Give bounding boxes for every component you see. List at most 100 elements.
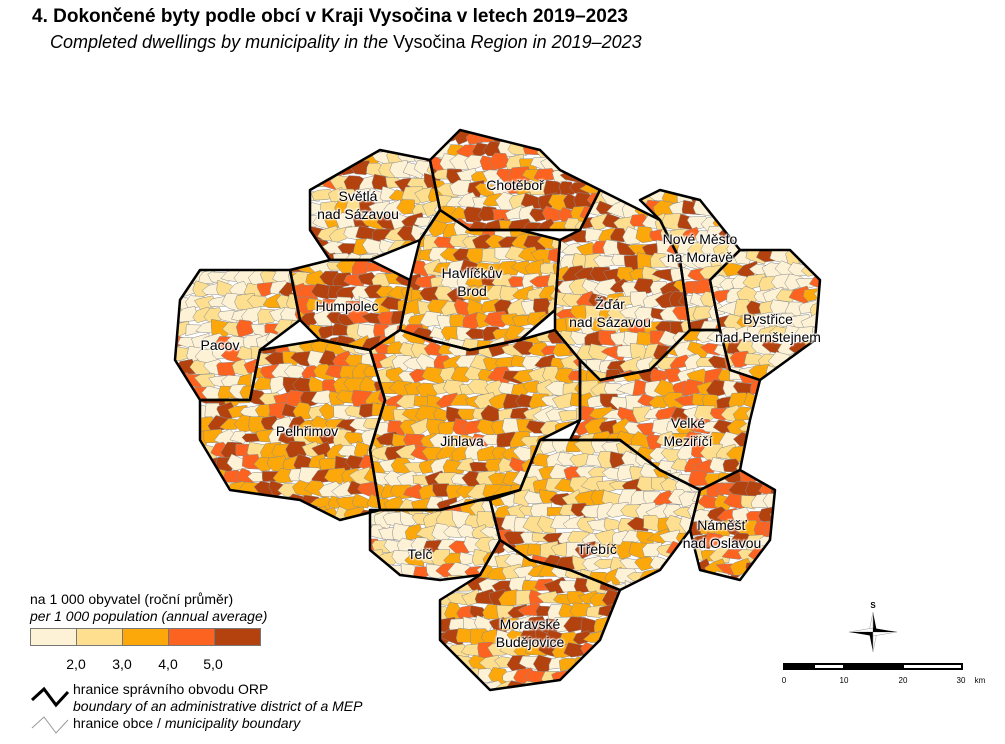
scale-tick: 10 [839,676,849,685]
municipality [655,190,677,192]
municipality [241,306,262,325]
municipality [301,139,320,148]
municipality [501,696,524,708]
municipality [450,693,469,709]
municipality [217,507,239,520]
municipality [814,250,820,252]
municipality [266,507,287,520]
municipality [672,582,695,590]
municipality [440,654,451,674]
district-label-havlickuv-brod: Havlíčkův Brod [441,265,503,299]
municipality [175,292,180,312]
municipality [646,190,672,192]
municipality [756,422,760,433]
municipality [722,200,740,220]
municipality [310,175,314,189]
municipality [651,580,672,590]
municipality [774,250,800,251]
municipality [573,681,594,690]
municipality [676,443,697,463]
municipality [742,445,760,459]
municipality [706,597,727,612]
municipality [692,459,716,474]
municipality [757,470,775,471]
municipality [826,354,842,369]
municipality [353,522,371,538]
municipality [578,694,599,710]
municipality [395,443,418,460]
subtitle-region: Vysočina [393,32,466,52]
municipality [791,366,812,380]
municipality [757,560,775,576]
municipality [757,408,760,423]
orp-boundary-legend-line [30,686,70,708]
municipality [598,656,620,673]
municipality [312,150,334,154]
municipality [514,130,536,146]
municipality [310,150,315,162]
municipality [746,455,769,470]
municipality [267,255,292,269]
municipality [738,237,758,249]
municipality [592,156,600,169]
district-label-namest: Náměšť nad Oslavou [682,517,762,551]
municipality [598,130,600,134]
district-label-nove-mesto: Nové Město na Moravě [662,231,738,265]
municipality [513,694,533,710]
legend-swatch-3 [123,629,169,645]
municipality [590,668,615,682]
municipality [727,213,740,231]
municipality [578,394,580,410]
scale-bar [783,663,963,670]
municipality [200,480,209,498]
municipality [586,655,606,673]
municipality [536,218,557,230]
municipality [419,150,437,154]
municipality [673,553,697,573]
orp-boundary-namest [688,468,777,582]
municipality [210,492,232,511]
municipality [391,354,412,372]
municipality [699,579,700,590]
municipality [675,190,690,194]
municipality [433,202,440,218]
orp-boundary-label-en: boundary of an administrative district o… [73,698,363,714]
district-label-telc: Telč [407,546,433,562]
municipality [195,523,219,533]
municipality [240,508,265,520]
municipality [588,292,611,310]
municipality [706,585,724,599]
municipality [175,372,179,390]
municipality-boundary-label-cz: hranice obce / [73,715,165,731]
municipality [430,130,439,133]
municipality [533,168,559,181]
municipality [388,150,412,151]
district-label-moravske-budejovice: Moravské Budějovice [495,616,565,650]
municipality [594,694,613,712]
municipality [409,588,434,604]
municipality [614,590,620,605]
municipality [489,695,509,711]
municipality [763,521,775,535]
municipality [383,199,404,217]
municipality [620,698,637,712]
municipality [665,595,691,610]
municipality [679,598,700,609]
municipality [584,155,600,171]
municipality [200,519,206,520]
municipality [440,645,445,660]
municipality [608,680,620,690]
municipality [743,589,768,602]
municipality [825,248,845,265]
municipality [776,496,796,511]
municipality [458,130,480,131]
municipality [370,591,394,605]
municipality [786,380,804,394]
municipality [485,458,503,473]
municipality [603,641,620,660]
municipality [580,670,603,685]
municipality [774,518,775,539]
municipality [312,519,336,520]
municipality [762,432,784,450]
